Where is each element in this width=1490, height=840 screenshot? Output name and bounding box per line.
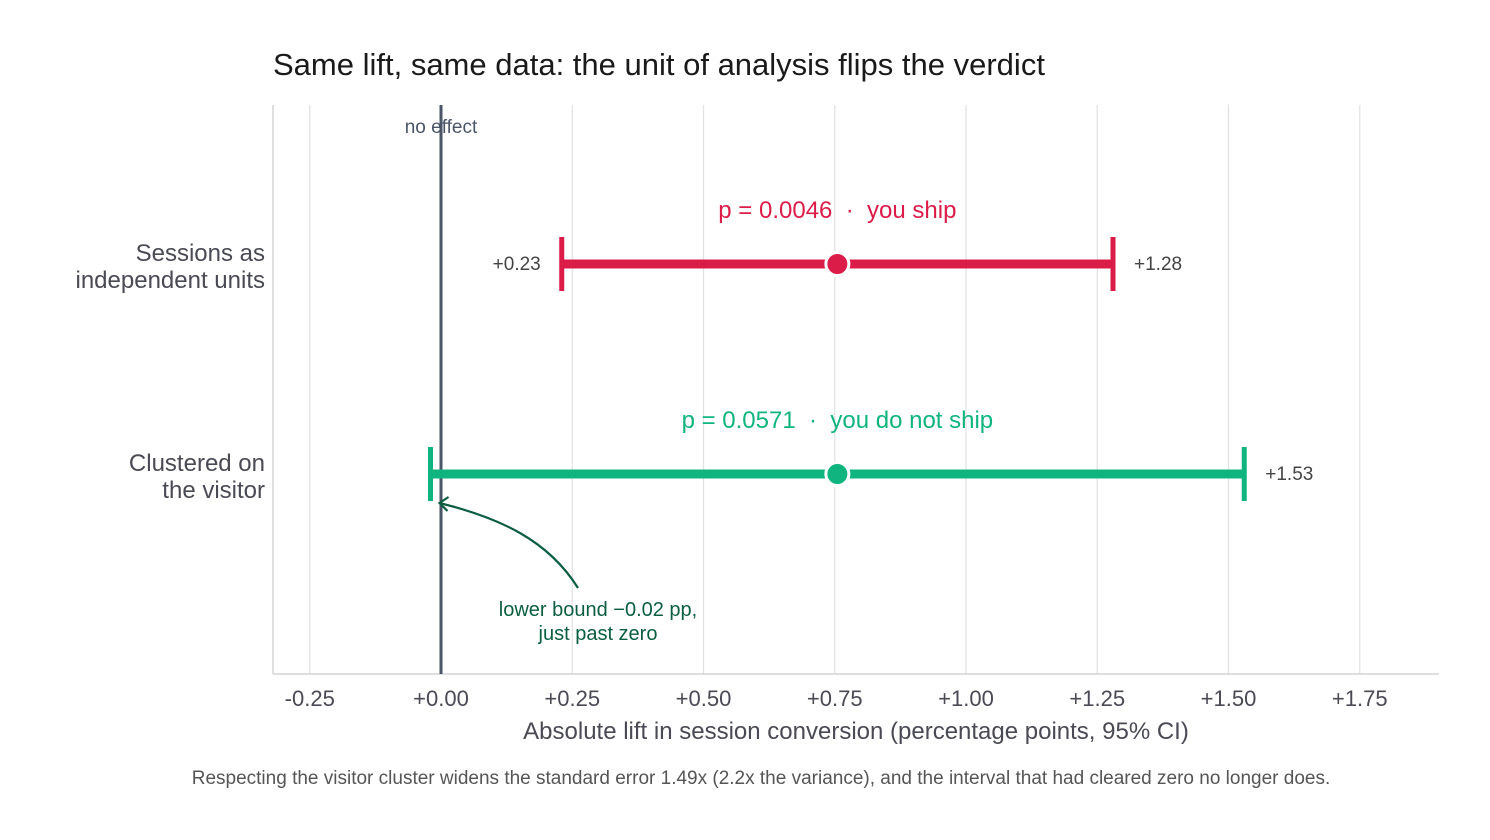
ci-upper-label: +1.53 (1265, 464, 1313, 485)
x-tick-label: +1.25 (1069, 686, 1125, 711)
reference-layer: no effect (405, 105, 478, 674)
ci-lower-label: +0.23 (493, 254, 541, 275)
interval-rows: Sessions as independent units +0.23 +1.28 p … (76, 197, 1314, 504)
chart-caption: Respecting the visitor cluster widens th… (192, 768, 1331, 789)
no-effect-label: no effect (405, 117, 478, 138)
annotation-text: lower bound −0.02 pp, just past zero (499, 599, 698, 645)
x-tick-label: +1.00 (938, 686, 994, 711)
x-tick-label: +0.75 (807, 686, 863, 711)
x-tick-label: -0.25 (285, 686, 335, 711)
x-tick-label: +0.50 (676, 686, 732, 711)
row-label: Sessions as independent units (76, 240, 266, 294)
point-estimate (824, 461, 851, 487)
x-tick-labels: -0.25 +0.00 +0.25 +0.50 +0.75 +1.00 +1.25 +1.50… (285, 686, 1388, 711)
interval-row: Sessions as independent units +0.23 +1.28 p … (76, 197, 1183, 294)
x-tick-label: +0.00 (413, 686, 469, 711)
chart-title: Same lift, same data: the unit of analys… (273, 47, 1045, 82)
x-axis-label: Absolute lift in session conversion (per… (523, 718, 1189, 745)
annotation-arrow (439, 501, 579, 589)
grid-lines (309, 105, 1361, 674)
annotation: lower bound −0.02 pp, just past zero (437, 496, 698, 645)
row-label: Clustered on the visitor (129, 450, 265, 504)
interval-row: Clustered on the visitor +1.53 p = 0.0571 ·… (129, 407, 1313, 504)
p-value-label: p = 0.0046 · you ship (718, 197, 956, 224)
x-tick-label: +1.50 (1201, 686, 1257, 711)
p-value-label: p = 0.0571 · you do not ship (682, 407, 994, 434)
x-tick-label: +0.25 (544, 686, 600, 711)
ci-upper-label: +1.28 (1134, 254, 1182, 275)
annotation-arrowhead (437, 496, 450, 512)
x-tick-label: +1.75 (1332, 686, 1388, 711)
point-estimate (824, 251, 851, 277)
